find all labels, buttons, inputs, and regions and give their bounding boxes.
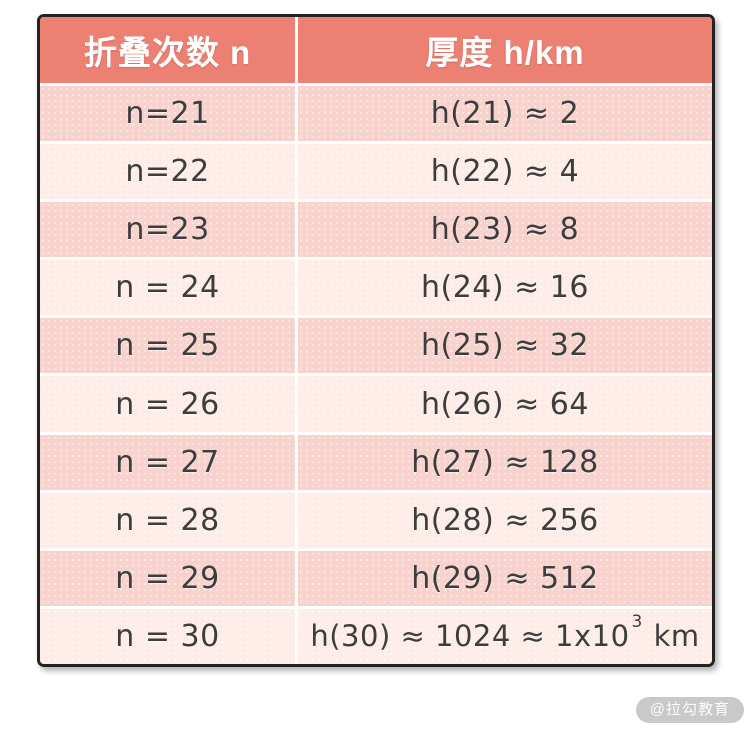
h-cell: h(30) ≈ 1024 ≈ 1x10 3 km [298, 608, 712, 664]
n-cell: n=22 [40, 144, 295, 200]
h-cell: h(27) ≈ 128 [298, 434, 712, 490]
h-cell: h(26) ≈ 64 [298, 376, 712, 432]
header-cell-fold-count: 折叠次数 n [40, 17, 295, 83]
header-cell-thickness: 厚度 h/km [298, 17, 712, 83]
h-cell: h(24) ≈ 16 [298, 260, 712, 316]
h-value-unit: km [643, 619, 700, 654]
folding-thickness-table: 折叠次数 n 厚度 h/km n=21 h(21) ≈ 2 n=22 h(22)… [37, 14, 715, 667]
n-cell: n = 24 [40, 260, 295, 316]
h-value-prefix: h(30) ≈ 1024 ≈ 1x10 [310, 619, 630, 654]
h-cell: h(21) ≈ 2 [298, 86, 712, 142]
n-cell: n = 25 [40, 318, 295, 374]
n-cell: n = 29 [40, 550, 295, 606]
h-cell: h(22) ≈ 4 [298, 144, 712, 200]
watermark-badge: @拉勾教育 [635, 697, 744, 723]
n-cell: n = 30 [40, 608, 295, 664]
h-cell: h(29) ≈ 512 [298, 550, 712, 606]
n-cell: n = 27 [40, 434, 295, 490]
h-cell: h(25) ≈ 32 [298, 318, 712, 374]
h-cell: h(28) ≈ 256 [298, 492, 712, 548]
n-cell: n = 26 [40, 376, 295, 432]
h-value-exponent: 3 [631, 612, 643, 633]
n-cell: n = 28 [40, 492, 295, 548]
n-cell: n=23 [40, 202, 295, 258]
h-cell: h(23) ≈ 8 [298, 202, 712, 258]
n-cell: n=21 [40, 86, 295, 142]
